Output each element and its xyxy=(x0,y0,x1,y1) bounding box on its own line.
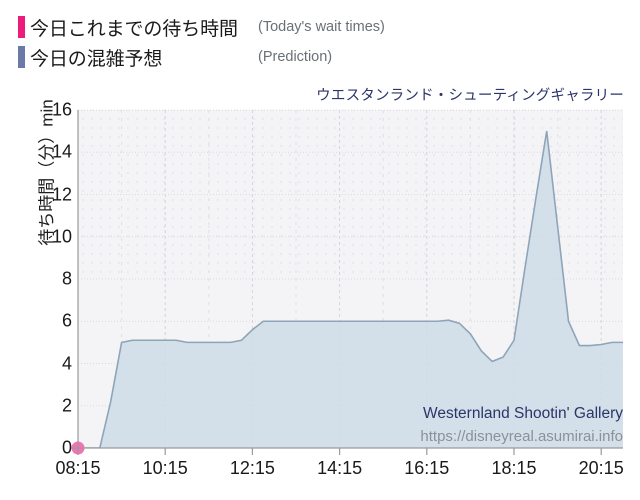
y-tick-label: 8 xyxy=(61,268,72,289)
y-tick-label: 4 xyxy=(61,353,72,373)
chart-title: ウエスタンランド・シューティングギャラリー xyxy=(316,88,624,104)
x-tick-label: 18:15 xyxy=(491,458,537,478)
legend-label-prediction-jp: 今日の混雑予想 xyxy=(30,48,163,70)
legend-label-today-en: (Today's wait times) xyxy=(258,19,385,35)
x-tick-label: 12:15 xyxy=(229,458,275,478)
x-tickmarks xyxy=(77,448,602,455)
legend-item-prediction: 今日の混雑予想 (Prediction) xyxy=(0,42,640,72)
prediction-area-fill xyxy=(78,131,623,448)
y-tick-label: 2 xyxy=(61,395,72,416)
y-tick-label: 12 xyxy=(51,184,72,204)
y-tick-label: 6 xyxy=(61,310,72,331)
legend-label-prediction-en: (Prediction) xyxy=(258,49,333,65)
watermark-url: https://disneyreal.asumirai.info xyxy=(420,428,623,445)
legend-swatch-prediction xyxy=(18,46,25,68)
x-axis-ticks: 08:15 10:15 12:15 14:15 16:15 18:15 20:15 xyxy=(0,458,640,488)
legend-label-today-jp: 今日これまでの待ち時間 xyxy=(30,18,238,40)
watermark-attraction-name: Westernland Shootin' Gallery xyxy=(423,405,623,422)
y-tick-label: 16 xyxy=(51,99,72,120)
x-tick-label: 10:15 xyxy=(142,458,188,478)
x-tick-label: 14:15 xyxy=(317,458,363,478)
y-axis-ticks: 0 2 4 6 8 10 12 14 16 xyxy=(20,0,72,500)
x-tick-label: 20:15 xyxy=(578,458,624,478)
x-tick-label: 08:15 xyxy=(55,458,101,478)
prediction-line xyxy=(78,131,623,448)
y-tick-label: 10 xyxy=(51,226,72,247)
legend: 今日これまでの待ち時間 (Today's wait times) 今日の混雑予想… xyxy=(0,12,640,72)
legend-item-today: 今日これまでの待ち時間 (Today's wait times) xyxy=(0,12,640,42)
prediction-area-series xyxy=(78,131,623,448)
y-tick-label: 14 xyxy=(51,141,72,162)
y-tick-label: 0 xyxy=(61,437,72,458)
x-tick-label: 16:15 xyxy=(404,458,450,478)
legend-swatch-today xyxy=(18,16,25,38)
